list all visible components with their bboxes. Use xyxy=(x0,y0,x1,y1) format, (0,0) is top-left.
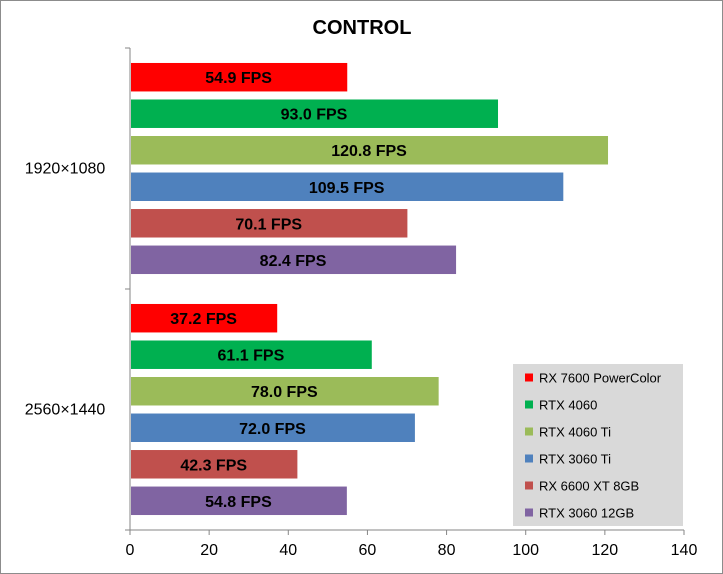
legend-label: RX 7600 PowerColor xyxy=(539,371,662,386)
bar-data-label: 120.8 FPS xyxy=(331,143,407,160)
bar xyxy=(131,62,348,92)
bar xyxy=(131,377,439,406)
bar-data-label: 93.0 FPS xyxy=(281,107,348,124)
bar xyxy=(131,340,372,369)
bar-data-label: 70.1 FPS xyxy=(235,216,302,233)
value-tick-label: 120 xyxy=(592,542,619,559)
bar xyxy=(131,450,298,479)
bars: 54.9 FPS 93.0 FPS 120.8 FPS 109.5 FPS 70.1 F… xyxy=(131,62,609,516)
value-tick-label: 20 xyxy=(200,542,218,559)
value-tick-label: 0 xyxy=(126,542,135,559)
bar-data-label: 54.9 FPS xyxy=(205,70,272,87)
legend-swatch xyxy=(525,508,533,517)
bar xyxy=(131,136,609,165)
bar-data-label: 72.0 FPS xyxy=(239,421,306,438)
bar xyxy=(131,99,499,128)
legend-box xyxy=(513,364,683,526)
value-tick-label: 140 xyxy=(671,542,698,559)
value-tick-label: 100 xyxy=(512,542,539,559)
legend-label: RTX 4060 xyxy=(539,398,597,413)
legend-label: RX 6600 XT 8GB xyxy=(539,479,639,494)
bar-data-label: 82.4 FPS xyxy=(260,253,327,270)
value-tick-label: 60 xyxy=(359,542,377,559)
bar-data-label: 109.5 FPS xyxy=(309,180,385,197)
bar-data-label: 42.3 FPS xyxy=(180,457,247,474)
legend-label: RTX 4060 Ti xyxy=(539,425,611,440)
category-label: 2560×1440 xyxy=(25,402,106,419)
legend-swatch xyxy=(525,373,533,382)
legend-swatch xyxy=(525,427,533,436)
bar xyxy=(131,245,457,275)
legend-label: RTX 3060 Ti xyxy=(539,452,611,467)
chart-title: CONTROL xyxy=(313,17,412,39)
bar xyxy=(131,413,415,442)
bar-data-label: 54.8 FPS xyxy=(205,494,272,511)
bar-data-label: 61.1 FPS xyxy=(218,348,285,365)
bar-data-label: 78.0 FPS xyxy=(251,384,318,401)
legend: RX 7600 PowerColor RTX 4060 RTX 4060 Ti RTX… xyxy=(513,364,683,526)
bar xyxy=(131,486,347,516)
legend-label: RTX 3060 12GB xyxy=(539,506,634,521)
bar-data-label: 37.2 FPS xyxy=(170,311,237,328)
legend-swatch xyxy=(525,481,533,490)
value-tick-label: 80 xyxy=(438,542,456,559)
bar xyxy=(131,172,564,201)
axes: 0 20 40 60 80 100 120 140 1920×1080 2560×1440 xyxy=(25,47,698,559)
legend-swatch xyxy=(525,454,533,463)
bar xyxy=(131,209,408,238)
bar xyxy=(131,303,278,333)
category-label: 1920×1080 xyxy=(25,161,106,178)
legend-swatch xyxy=(525,400,533,409)
value-tick-label: 40 xyxy=(279,542,297,559)
